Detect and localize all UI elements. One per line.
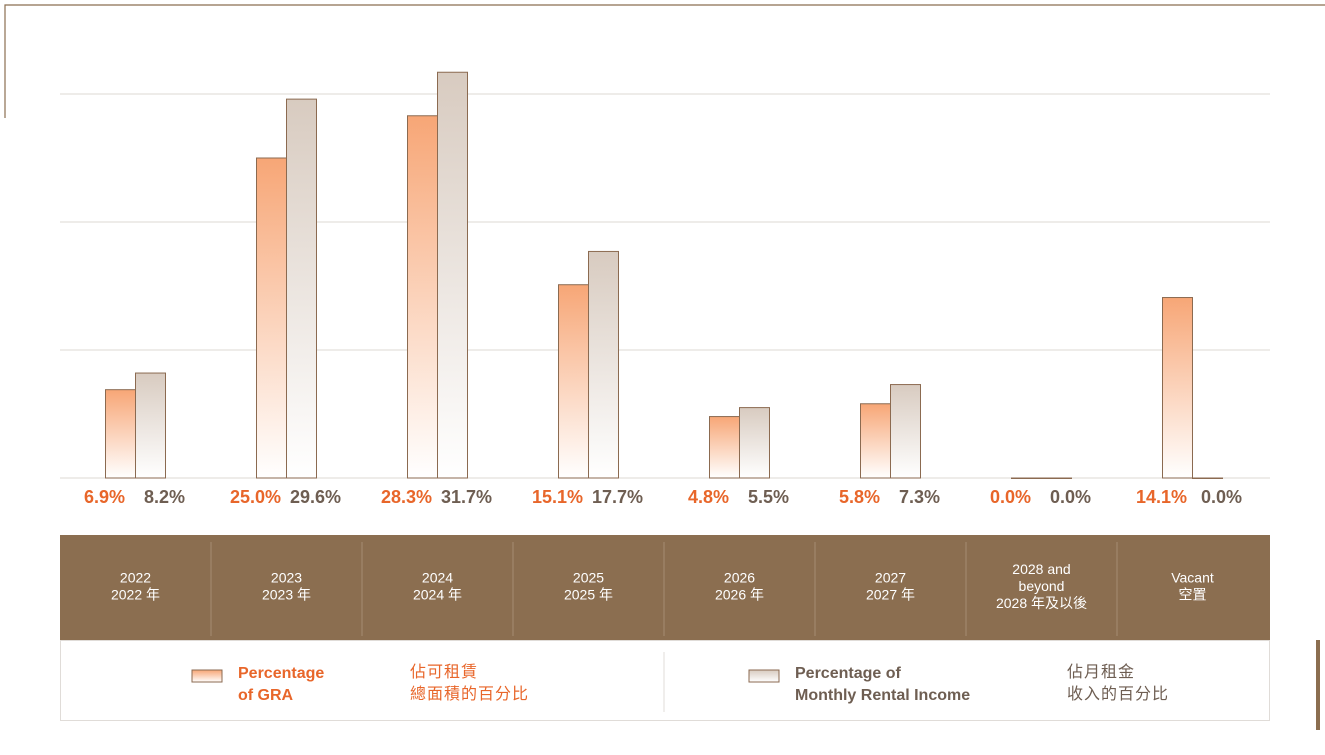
bar bbox=[105, 389, 136, 479]
category-band bbox=[60, 535, 1270, 640]
value-label: 29.6% bbox=[290, 487, 341, 507]
value-label: 4.8% bbox=[688, 487, 729, 507]
value-label: 0.0% bbox=[1201, 487, 1242, 507]
x-tick-label: 2023 bbox=[271, 570, 302, 586]
legend-label: Monthly Rental Income bbox=[795, 687, 970, 704]
value-label: 5.5% bbox=[748, 487, 789, 507]
x-tick-label: 2028 年及以後 bbox=[996, 595, 1087, 611]
bar bbox=[588, 250, 619, 479]
x-tick-label: 2024 年 bbox=[413, 587, 462, 603]
x-tick-label: beyond bbox=[1019, 578, 1065, 594]
bar bbox=[1162, 297, 1193, 479]
value-label: 5.8% bbox=[839, 487, 880, 507]
legend-label: Percentage of bbox=[795, 665, 901, 682]
bar bbox=[437, 71, 468, 479]
x-tick-label: 2026 bbox=[724, 570, 755, 586]
value-label: 0.0% bbox=[1050, 487, 1091, 507]
value-label: 14.1% bbox=[1136, 487, 1187, 507]
legend-label-zh: 佔月租金 bbox=[1067, 663, 1135, 681]
legend-label: of GRA bbox=[238, 687, 294, 704]
x-tick-label: 2025 bbox=[573, 570, 604, 586]
value-label: 8.2% bbox=[144, 487, 185, 507]
x-tick-label: 2026 年 bbox=[715, 587, 764, 603]
frame bbox=[4, 4, 1325, 118]
x-tick-label: 2028 and bbox=[1012, 561, 1070, 577]
x-tick-label: 空置 bbox=[1179, 587, 1207, 603]
x-tick-label: 2024 bbox=[422, 570, 453, 586]
legend-label-zh: 收入的百分比 bbox=[1067, 685, 1169, 703]
bar bbox=[739, 407, 770, 479]
value-label: 31.7% bbox=[441, 487, 492, 507]
value-label: 25.0% bbox=[230, 487, 281, 507]
bar bbox=[890, 384, 921, 479]
bar bbox=[135, 372, 166, 479]
bar bbox=[860, 403, 891, 479]
x-tick-label: 2023 年 bbox=[262, 587, 311, 603]
legend-label: Percentage bbox=[238, 665, 324, 682]
legend-label-zh: 佔可租賃 bbox=[410, 663, 478, 681]
bar bbox=[709, 416, 740, 479]
x-tick-label: 2022 年 bbox=[111, 587, 160, 603]
value-label: 6.9% bbox=[84, 487, 125, 507]
value-label: 17.7% bbox=[592, 487, 643, 507]
x-tick-label: 2022 bbox=[120, 570, 151, 586]
bar bbox=[407, 115, 438, 479]
x-tick-label: Vacant bbox=[1171, 570, 1214, 586]
x-tick-label: 2025 年 bbox=[564, 587, 613, 603]
bar bbox=[256, 157, 287, 479]
legend-label-zh: 總面積的百分比 bbox=[410, 685, 529, 703]
bar bbox=[1011, 477, 1042, 479]
value-label: 0.0% bbox=[990, 487, 1031, 507]
value-label: 28.3% bbox=[381, 487, 432, 507]
x-tick-label: 2027 年 bbox=[866, 587, 915, 603]
frame-edge bbox=[1316, 640, 1320, 730]
bar bbox=[286, 98, 317, 479]
legend-swatch bbox=[191, 669, 223, 683]
legend-box bbox=[60, 640, 1270, 721]
legend-swatch bbox=[748, 669, 780, 683]
value-label: 7.3% bbox=[899, 487, 940, 507]
x-tick-label: 2027 bbox=[875, 570, 906, 586]
value-label: 15.1% bbox=[532, 487, 583, 507]
bar bbox=[558, 284, 589, 479]
bar bbox=[1192, 477, 1223, 479]
bar bbox=[1041, 477, 1072, 479]
